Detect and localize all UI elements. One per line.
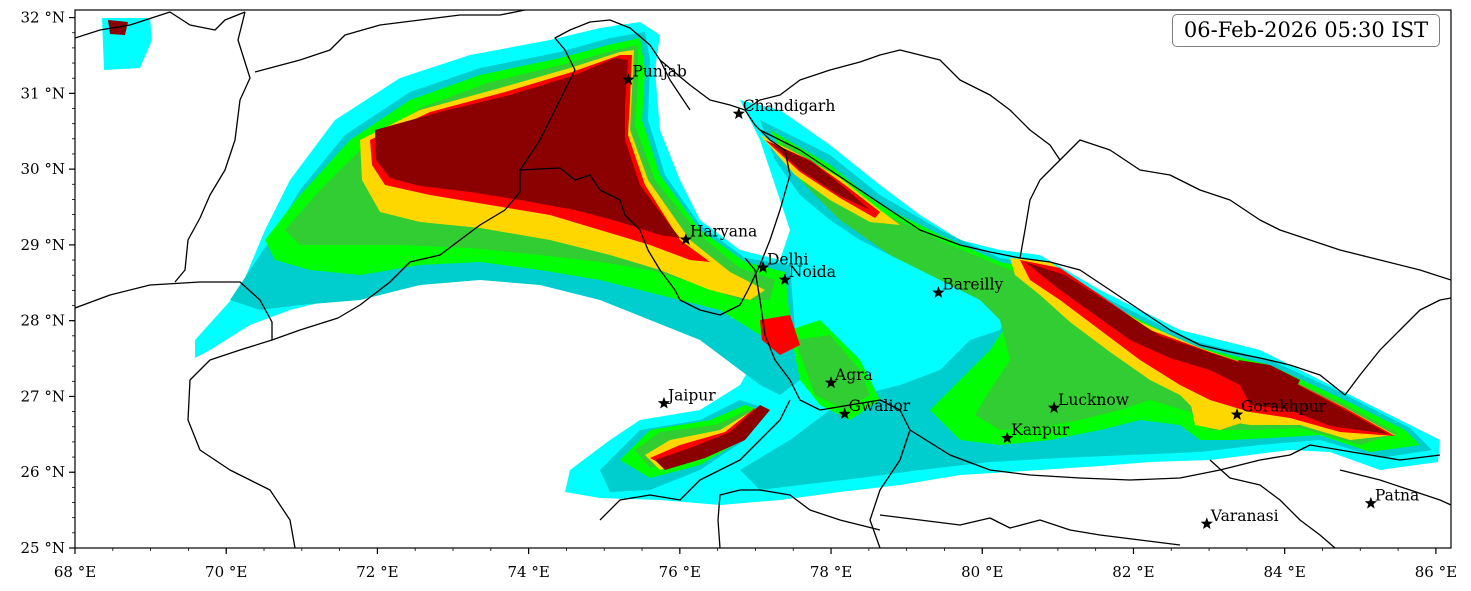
border-up-rajasthan <box>744 257 911 548</box>
lon-tick-label: 74 °E <box>507 563 549 581</box>
border-rajasthan-mp <box>599 399 791 521</box>
city-label: Bareilly <box>942 276 1003 294</box>
axis-ticks <box>69 16 1437 554</box>
lat-tick-label: 31 °N <box>21 84 65 102</box>
lon-tick-label: 84 °E <box>1264 563 1306 581</box>
star-marker-icon <box>679 233 693 245</box>
border-nepal-north <box>1019 139 1451 281</box>
city-varanasi: Varanasi <box>1200 507 1279 529</box>
lon-tick-label: 82 °E <box>1112 563 1154 581</box>
city-label: Gwalior <box>849 397 911 415</box>
city-gorakhpur: Gorakhpur <box>1230 398 1327 420</box>
star-marker-icon <box>622 73 635 85</box>
lat-tick-label: 25 °N <box>21 539 65 557</box>
star-marker-icon <box>756 261 770 273</box>
city-lucknow: Lucknow <box>1047 391 1130 414</box>
star-marker-icon <box>1200 517 1213 529</box>
star-marker-icon <box>1364 496 1377 509</box>
city-label: Gorakhpur <box>1241 398 1327 416</box>
lon-tick-label: 68 °E <box>54 563 96 581</box>
border-uttarakhand-nepal <box>759 129 1346 396</box>
lat-tick-label: 30 °N <box>21 160 65 178</box>
border-punjab-haryana <box>519 109 791 316</box>
border-up-bihar <box>1209 459 1336 548</box>
city-noida: Noida <box>778 263 836 285</box>
city-label: Agra <box>834 366 873 384</box>
city-jaipur: Jaipur <box>657 386 716 409</box>
lon-tick-label: 72 °E <box>356 563 398 581</box>
lon-tick-label: 80 °E <box>961 563 1003 581</box>
precipitation-shading <box>102 18 1440 505</box>
star-marker-icon <box>1001 431 1014 444</box>
axis-tick-labels: 32 °N 31 °N 30 °N 29 °N 28 °N 27 °N 26 °N 25 °N… <box>21 9 1458 581</box>
border-up-mp <box>909 429 1441 481</box>
star-marker-icon <box>838 407 851 420</box>
lat-tick-label: 27 °N <box>21 387 65 405</box>
city-gwalior: Gwalior <box>838 397 911 420</box>
city-patna: Patna <box>1364 486 1419 509</box>
map-frame <box>74 9 1452 549</box>
border-himachal-uttarakhand <box>659 49 1061 161</box>
border-afghanistan <box>75 11 251 283</box>
lon-tick-label: 86 °E <box>1415 563 1457 581</box>
star-marker-icon <box>1047 401 1061 414</box>
lat-tick-label: 28 °N <box>21 312 65 330</box>
star-marker-icon <box>932 286 945 298</box>
city-label: Haryana <box>690 223 757 241</box>
border-east <box>1339 469 1451 506</box>
city-label: Delhi <box>767 251 809 269</box>
city-label: Chandigarh <box>743 97 836 115</box>
city-label: Patna <box>1375 486 1419 504</box>
border-rajasthan-west <box>187 339 296 548</box>
lat-tick-label: 29 °N <box>21 236 65 254</box>
city-delhi: Delhi <box>756 251 809 273</box>
border-pakistan-west <box>75 19 691 341</box>
city-punjab: Punjab <box>622 63 687 85</box>
star-marker-icon <box>824 376 838 389</box>
city-label: Noida <box>789 263 836 281</box>
lon-tick-label: 76 °E <box>659 563 701 581</box>
city-agra: Agra <box>824 366 873 389</box>
star-marker-icon <box>1230 408 1244 420</box>
city-kanpur: Kanpur <box>1001 421 1070 444</box>
city-label: Kanpur <box>1011 421 1070 439</box>
border-pakistan-north <box>254 10 526 73</box>
city-haryana: Haryana <box>679 223 757 245</box>
precip-band-darkred <box>108 20 1388 470</box>
city-chandigarh: Chandigarh <box>732 97 836 120</box>
star-marker-icon <box>657 396 671 409</box>
border-bihar-south <box>879 514 1181 546</box>
timestamp-label: 06-Feb-2026 05:30 IST <box>1172 14 1440 47</box>
city-bareilly: Bareilly <box>932 276 1003 298</box>
lat-tick-label: 32 °N <box>21 9 65 27</box>
city-label: Jaipur <box>666 386 716 404</box>
lon-tick-label: 70 °E <box>205 563 247 581</box>
star-marker-icon <box>732 107 745 120</box>
political-boundaries <box>75 10 1451 548</box>
city-label: Varanasi <box>1210 507 1279 525</box>
border-nepal-east <box>1344 297 1451 396</box>
lon-tick-label: 78 °E <box>810 563 852 581</box>
border-mp-south <box>717 489 881 548</box>
lat-tick-label: 26 °N <box>21 463 65 481</box>
city-label: Punjab <box>632 63 686 81</box>
star-marker-icon <box>778 273 792 285</box>
city-label: Lucknow <box>1058 391 1130 409</box>
